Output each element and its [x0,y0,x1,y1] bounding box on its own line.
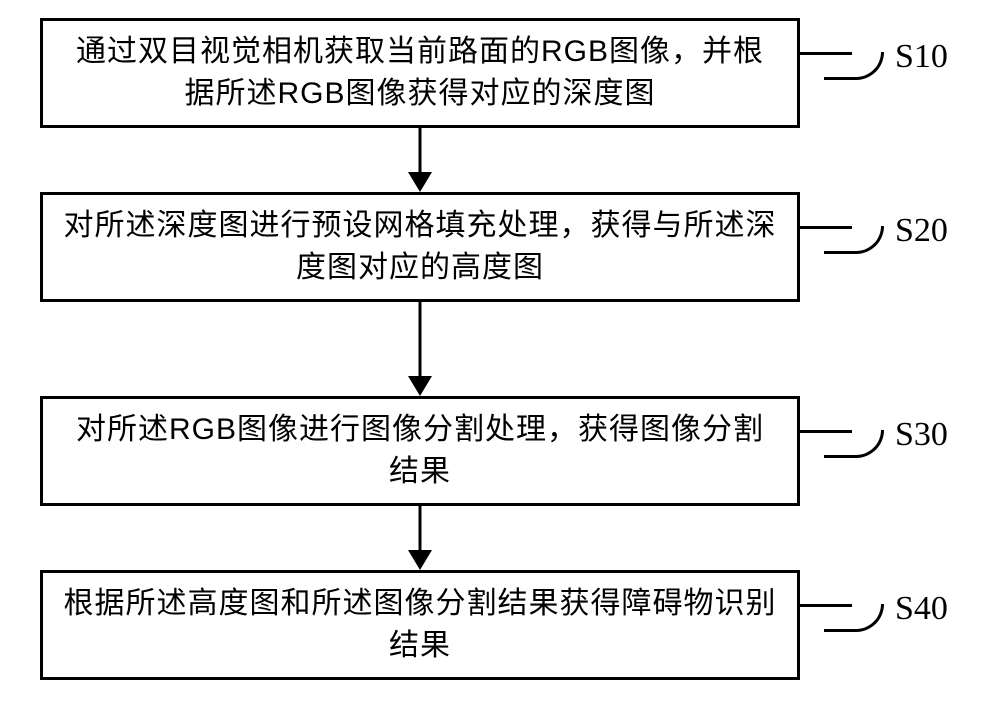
step-text-s10: 通过双目视觉相机获取当前路面的RGB图像，并根据所述RGB图像获得对应的深度图 [63,31,777,115]
connector-curve-s30 [824,430,884,458]
step-box-s40: 根据所述高度图和所述图像分割结果获得障碍物识别结果 [40,570,800,680]
step-box-s10: 通过双目视觉相机获取当前路面的RGB图像，并根据所述RGB图像获得对应的深度图 [40,18,800,128]
step-label-s20: S20 [895,212,948,250]
step-box-s30: 对所述RGB图像进行图像分割处理，获得图像分割结果 [40,396,800,506]
step-label-s10: S10 [895,38,948,76]
connector-curve-s40 [824,604,884,632]
step-label-s30: S30 [895,416,948,454]
flowchart-canvas: 通过双目视觉相机获取当前路面的RGB图像，并根据所述RGB图像获得对应的深度图 … [0,0,1000,704]
step-text-s40: 根据所述高度图和所述图像分割结果获得障碍物识别结果 [63,583,777,667]
connector-curve-s10 [824,52,884,80]
step-text-s30: 对所述RGB图像进行图像分割处理，获得图像分割结果 [63,409,777,493]
step-text-s20: 对所述深度图进行预设网格填充处理，获得与所述深度图对应的高度图 [63,205,777,289]
step-label-s40: S40 [895,590,948,628]
connector-curve-s20 [824,226,884,254]
step-box-s20: 对所述深度图进行预设网格填充处理，获得与所述深度图对应的高度图 [40,192,800,302]
